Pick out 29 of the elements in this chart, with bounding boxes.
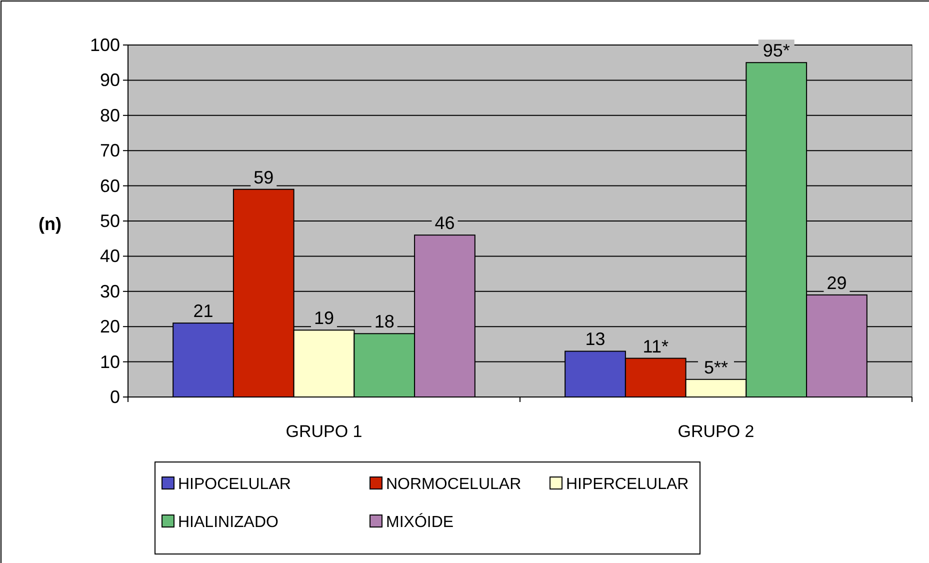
y-tick-label: 60 [100,176,120,196]
y-tick-label: 50 [100,211,120,231]
y-tick-label: 40 [100,246,120,266]
y-tick-label: 20 [100,316,120,337]
y-tick-label: 10 [100,352,120,372]
data-label: 29 [826,272,847,293]
y-tick-label: 30 [100,281,120,302]
data-label: 11* [642,336,668,356]
y-tick-label: 0 [110,387,120,407]
data-label: 21 [193,301,214,322]
data-label: 46 [434,213,455,234]
y-tick-label: 80 [100,105,120,126]
y-tick-label: 70 [100,140,120,161]
data-label: 5** [704,357,728,378]
x-tick-label: GRUPO 2 [678,422,754,441]
data-label: 95* [762,40,790,61]
legend-label: HIALINIZADO [178,514,278,531]
legend-label: HIPERCELULAR [566,476,689,493]
legend-label: HIPOCELULAR [178,476,291,493]
y-axis-title: (n) [38,214,62,234]
data-label: 13 [585,329,606,350]
data-label: 59 [254,167,274,188]
legend-label: MIXÓIDE [386,513,454,531]
legend-label: NORMOCELULAR [386,476,522,493]
y-tick-label: 90 [100,70,120,90]
y-tick-label: 100 [90,35,120,55]
data-label: 18 [374,312,394,332]
x-tick-label: GRUPO 1 [286,422,362,441]
data-label: 19 [314,308,334,328]
